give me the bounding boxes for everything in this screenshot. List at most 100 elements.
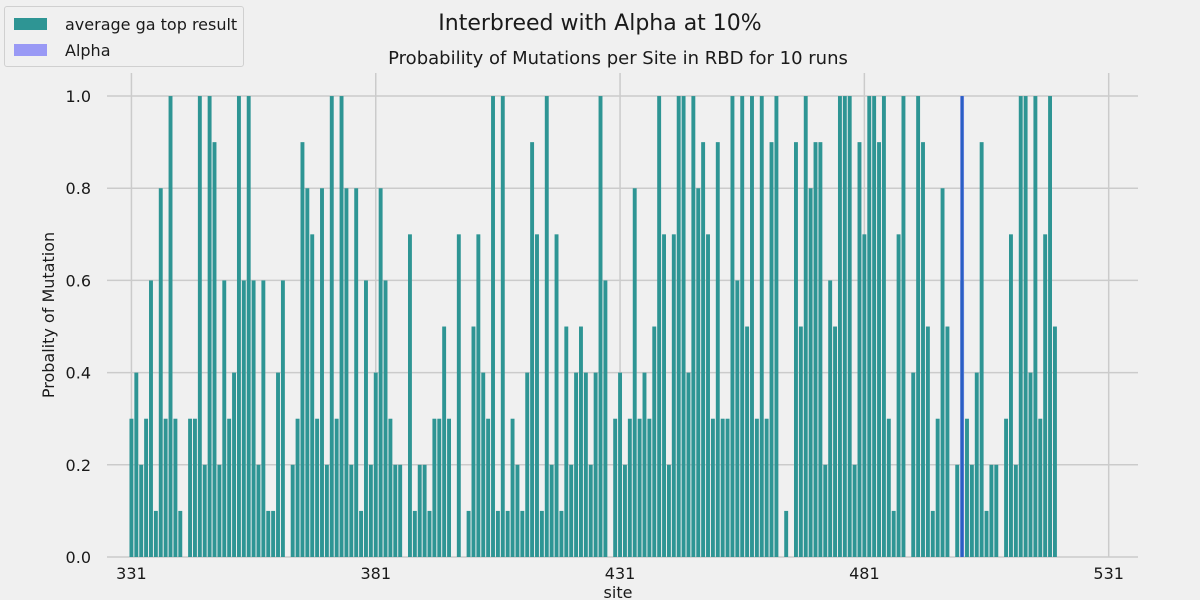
bar-ga bbox=[315, 418, 320, 557]
bar-ga bbox=[432, 418, 437, 557]
bar-ga bbox=[295, 418, 300, 557]
bar-ga bbox=[153, 510, 158, 557]
bar-ga bbox=[549, 464, 554, 557]
bar-ga bbox=[217, 464, 222, 557]
bar-ga bbox=[500, 96, 505, 558]
bar-ga bbox=[236, 96, 241, 558]
bar-ga bbox=[857, 142, 862, 557]
bar-ga bbox=[701, 142, 706, 557]
bar-ga bbox=[642, 372, 647, 557]
bar-ga bbox=[720, 418, 725, 557]
bar-ga bbox=[290, 464, 295, 557]
y-tick-label: 1.0 bbox=[66, 87, 91, 106]
bar-ga bbox=[554, 234, 559, 558]
bar-ga bbox=[774, 96, 779, 558]
bar-ga bbox=[979, 142, 984, 557]
bar-ga bbox=[163, 418, 168, 557]
bar-ga bbox=[305, 188, 310, 557]
bar-ga bbox=[505, 510, 510, 557]
bar-ga bbox=[965, 418, 969, 557]
x-tick-label: 381 bbox=[360, 564, 391, 583]
bar-ga bbox=[168, 96, 173, 558]
bar-ga bbox=[1048, 96, 1053, 558]
bar-ga bbox=[261, 280, 266, 557]
y-tick-label: 0.4 bbox=[66, 364, 91, 383]
bar-ga bbox=[686, 372, 691, 557]
bar-ga bbox=[1052, 326, 1057, 557]
bar-ga bbox=[862, 234, 867, 558]
bar-ga bbox=[427, 510, 432, 557]
bar-ga bbox=[559, 510, 564, 557]
x-tick-label: 481 bbox=[849, 564, 880, 583]
bar-ga bbox=[349, 464, 354, 557]
y-axis-label: Probality of Mutation bbox=[39, 232, 58, 398]
bar-ga bbox=[417, 464, 422, 557]
bar-ga bbox=[867, 96, 872, 558]
bar-ga bbox=[725, 418, 730, 557]
bar-ga bbox=[227, 418, 232, 557]
bar-ga bbox=[271, 510, 276, 557]
bar-ga bbox=[276, 372, 280, 557]
bar-ga bbox=[188, 418, 193, 557]
bar-ga bbox=[373, 372, 378, 557]
bar-ga bbox=[442, 326, 447, 557]
bar-ga bbox=[935, 418, 940, 557]
bar-ga bbox=[383, 280, 388, 557]
bar-ga bbox=[134, 372, 139, 557]
bar-ga bbox=[1023, 96, 1028, 558]
bar-ga bbox=[246, 96, 251, 558]
y-tick-label: 0.8 bbox=[66, 179, 91, 198]
bar-ga bbox=[603, 280, 608, 557]
bar-ga bbox=[471, 326, 476, 557]
bar-ga bbox=[1004, 418, 1009, 557]
bar-ga bbox=[515, 464, 520, 557]
bar-ga bbox=[828, 280, 833, 557]
legend-swatch-ga bbox=[14, 18, 47, 30]
bar-ga bbox=[447, 418, 451, 557]
bar-ga bbox=[925, 326, 930, 557]
bar-ga bbox=[598, 96, 603, 558]
bar-ga bbox=[696, 188, 701, 557]
bar-ga bbox=[344, 188, 349, 557]
bar-ga bbox=[574, 372, 579, 557]
bar-ga bbox=[784, 510, 789, 557]
bar-ga bbox=[676, 96, 681, 558]
bar-ga bbox=[666, 464, 671, 557]
bar-ga bbox=[388, 418, 393, 557]
bar-ga bbox=[833, 326, 838, 557]
bar-ga bbox=[251, 280, 256, 557]
bar-ga bbox=[129, 418, 134, 557]
bar-ga bbox=[813, 142, 818, 557]
bar-ga bbox=[750, 96, 754, 558]
bar-ga bbox=[544, 96, 549, 558]
bar-ga bbox=[241, 280, 246, 557]
bar-ga bbox=[412, 510, 417, 557]
legend-label-ga: average ga top result bbox=[65, 14, 238, 34]
bar-ga bbox=[486, 418, 491, 557]
bar-ga bbox=[564, 326, 569, 557]
bar-ga bbox=[329, 96, 334, 558]
y-tick-label: 0.6 bbox=[66, 271, 91, 290]
bar-ga bbox=[178, 510, 183, 557]
y-tick-label: 0.0 bbox=[66, 548, 91, 567]
bar-ga bbox=[530, 142, 535, 557]
bar-ga bbox=[579, 326, 583, 557]
bar-ga bbox=[618, 372, 623, 557]
bar-ga bbox=[872, 96, 877, 558]
bar-ga bbox=[158, 188, 163, 557]
bar-ga bbox=[769, 142, 774, 557]
bar-ga bbox=[456, 234, 461, 558]
bar-ga bbox=[437, 418, 442, 557]
legend-swatch-alpha bbox=[14, 44, 47, 56]
y-tick-label: 0.2 bbox=[66, 456, 91, 475]
bar-ga bbox=[794, 142, 798, 557]
x-tick-label: 431 bbox=[605, 564, 636, 583]
bar-ga bbox=[212, 142, 217, 557]
bar-ga bbox=[339, 96, 344, 558]
bar-ga bbox=[593, 372, 598, 557]
bar-ga bbox=[520, 510, 525, 557]
bar-ga bbox=[359, 510, 364, 557]
legend-label-alpha: Alpha bbox=[65, 40, 111, 60]
